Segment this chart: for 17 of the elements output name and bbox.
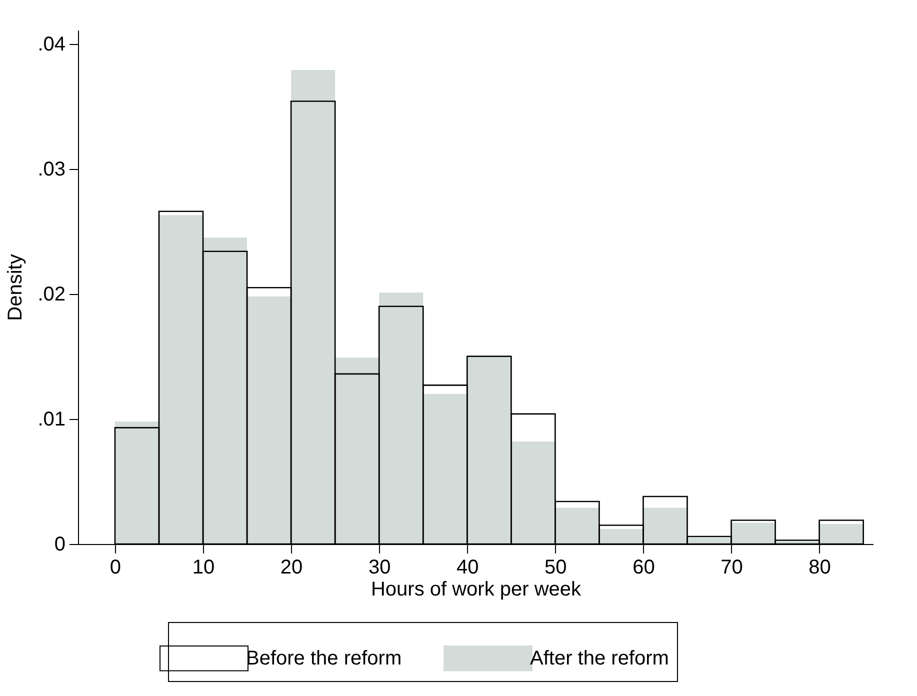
y-tick-label: .03 [38,158,66,180]
x-tick-label: 40 [456,556,479,578]
y-tick-label: .04 [38,33,66,56]
x-tick-label: 70 [720,556,743,578]
legend-label: After the reform [530,647,669,670]
x-tick-label: 10 [192,556,215,578]
x-tick-label: 80 [808,556,831,578]
x-tick-label: 0 [110,556,122,578]
x-tick-label: 30 [368,556,391,578]
x-tick-label: 20 [280,556,303,578]
y-tick-label: .02 [38,283,66,306]
y-axis-title: Density [4,254,27,321]
x-tick-label: 50 [544,556,567,578]
x-tick-label: 60 [632,556,655,578]
x-axis-title: Hours of work per week [370,578,582,600]
y-tick-label: 0 [54,534,66,556]
y-tick-label: .01 [38,408,66,430]
